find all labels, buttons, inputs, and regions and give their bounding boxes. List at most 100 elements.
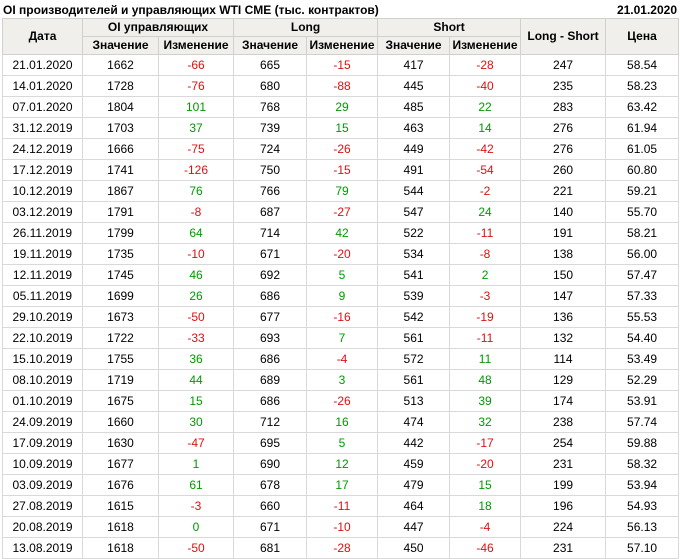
cell-short-value: 534 — [377, 243, 451, 265]
cell-oi-change: 64 — [157, 222, 235, 244]
cell-oi-value: 1699 — [82, 285, 159, 307]
cell-long-short: 276 — [520, 138, 607, 160]
col-header-short-value: Значение — [377, 36, 451, 55]
cell-oi-change: -66 — [157, 54, 235, 76]
cell-oi-value: 1728 — [82, 75, 159, 97]
cell-short-change: -28 — [449, 54, 522, 76]
title-bar: OI производителей и управляющих WTI CME … — [0, 0, 680, 18]
cell-date: 24.09.2019 — [2, 411, 83, 433]
cell-short-value: 541 — [377, 264, 451, 286]
cell-long-change: 12 — [306, 453, 379, 475]
table-row: 29.10.2019 1673 -50 677 -16 542 -19 136 55.53 — [2, 306, 680, 328]
cell-price: 61.94 — [605, 117, 680, 139]
cell-long-short: 150 — [520, 264, 607, 286]
cell-short-change: 24 — [449, 201, 522, 223]
cell-oi-value: 1630 — [82, 432, 159, 454]
table-row: 27.08.2019 1615 -3 660 -11 464 18 196 54.93 — [2, 495, 680, 517]
cell-long-change: -20 — [306, 243, 379, 265]
cell-price: 55.70 — [605, 201, 680, 223]
cell-price: 58.21 — [605, 222, 680, 244]
cell-short-value: 464 — [377, 495, 451, 517]
cell-long-value: 714 — [233, 222, 308, 244]
cell-date: 27.08.2019 — [2, 495, 83, 517]
cell-date: 31.12.2019 — [2, 117, 83, 139]
cell-oi-value: 1675 — [82, 390, 159, 412]
cell-short-value: 417 — [377, 54, 451, 76]
cell-short-change: -8 — [449, 243, 522, 265]
cell-date: 10.12.2019 — [2, 180, 83, 202]
cell-price: 60.80 — [605, 159, 680, 181]
cell-long-value: 692 — [233, 264, 308, 286]
cell-long-value: 695 — [233, 432, 308, 454]
cell-long-value: 680 — [233, 75, 308, 97]
cell-oi-change: 0 — [157, 516, 235, 538]
cell-long-change: -28 — [306, 537, 379, 559]
cell-long-change: -26 — [306, 138, 379, 160]
cell-long-change: 7 — [306, 327, 379, 349]
table-row: 05.11.2019 1699 26 686 9 539 -3 147 57.33 — [2, 285, 680, 307]
table-header: Дата OI управляющих Long Short Long - Sh… — [2, 18, 680, 55]
cell-date: 19.11.2019 — [2, 243, 83, 265]
cell-short-change: 39 — [449, 390, 522, 412]
col-header-long-value: Значение — [233, 36, 308, 55]
cell-long-short: 276 — [520, 117, 607, 139]
table-row: 15.10.2019 1755 36 686 -4 572 11 114 53.49 — [2, 348, 680, 370]
cell-long-short: 132 — [520, 327, 607, 349]
cell-price: 53.91 — [605, 390, 680, 412]
cell-short-change: -19 — [449, 306, 522, 328]
cell-date: 03.12.2019 — [2, 201, 83, 223]
cell-oi-change: -126 — [157, 159, 235, 181]
cell-oi-change: -76 — [157, 75, 235, 97]
cell-date: 12.11.2019 — [2, 264, 83, 286]
col-group-oi: OI управляющих — [81, 18, 235, 37]
cell-oi-change: 76 — [157, 180, 235, 202]
cell-long-short: 140 — [520, 201, 607, 223]
cell-long-short: 114 — [520, 348, 607, 370]
table-row: 24.12.2019 1666 -75 724 -26 449 -42 276 61.05 — [2, 138, 680, 160]
cell-oi-change: 37 — [157, 117, 235, 139]
cell-short-change: -3 — [449, 285, 522, 307]
table-row: 07.01.2020 1804 101 768 29 485 22 283 63.42 — [2, 96, 680, 118]
cell-short-change: -11 — [449, 327, 522, 349]
cell-long-short: 254 — [520, 432, 607, 454]
table-row: 20.08.2019 1618 0 671 -10 447 -4 224 56.13 — [2, 516, 680, 538]
table-row: 19.11.2019 1735 -10 671 -20 534 -8 138 56.00 — [2, 243, 680, 265]
cell-long-value: 665 — [233, 54, 308, 76]
col-header-price: Цена — [605, 18, 680, 55]
cell-oi-value: 1867 — [82, 180, 159, 202]
cell-short-value: 561 — [377, 369, 451, 391]
table-row: 26.11.2019 1799 64 714 42 522 -11 191 58.21 — [2, 222, 680, 244]
cell-short-change: -54 — [449, 159, 522, 181]
cell-short-value: 445 — [377, 75, 451, 97]
cell-oi-value: 1615 — [82, 495, 159, 517]
cell-oi-value: 1618 — [82, 537, 159, 559]
cell-short-value: 474 — [377, 411, 451, 433]
cell-oi-change: 26 — [157, 285, 235, 307]
cell-long-value: 686 — [233, 285, 308, 307]
table-row: 03.09.2019 1676 61 678 17 479 15 199 53.94 — [2, 474, 680, 496]
cell-short-value: 463 — [377, 117, 451, 139]
cell-long-change: -10 — [306, 516, 379, 538]
col-header-oi-change: Изменение — [157, 36, 235, 55]
col-header-oi-value: Значение — [82, 36, 159, 55]
cell-oi-change: -3 — [157, 495, 235, 517]
cell-long-change: 5 — [306, 432, 379, 454]
col-group-short: Short — [377, 18, 522, 37]
cell-long-change: 15 — [306, 117, 379, 139]
cell-short-value: 522 — [377, 222, 451, 244]
cell-short-change: 15 — [449, 474, 522, 496]
cell-short-change: -2 — [449, 180, 522, 202]
cell-date: 08.10.2019 — [2, 369, 83, 391]
cell-long-value: 671 — [233, 243, 308, 265]
cell-long-change: 3 — [306, 369, 379, 391]
cell-long-short: 260 — [520, 159, 607, 181]
cell-short-change: -20 — [449, 453, 522, 475]
cell-short-change: 11 — [449, 348, 522, 370]
cell-date: 15.10.2019 — [2, 348, 83, 370]
cell-date: 17.12.2019 — [2, 159, 83, 181]
cell-oi-value: 1719 — [82, 369, 159, 391]
cell-oi-change: -33 — [157, 327, 235, 349]
cell-short-change: 2 — [449, 264, 522, 286]
cell-short-value: 442 — [377, 432, 451, 454]
cell-long-short: 136 — [520, 306, 607, 328]
